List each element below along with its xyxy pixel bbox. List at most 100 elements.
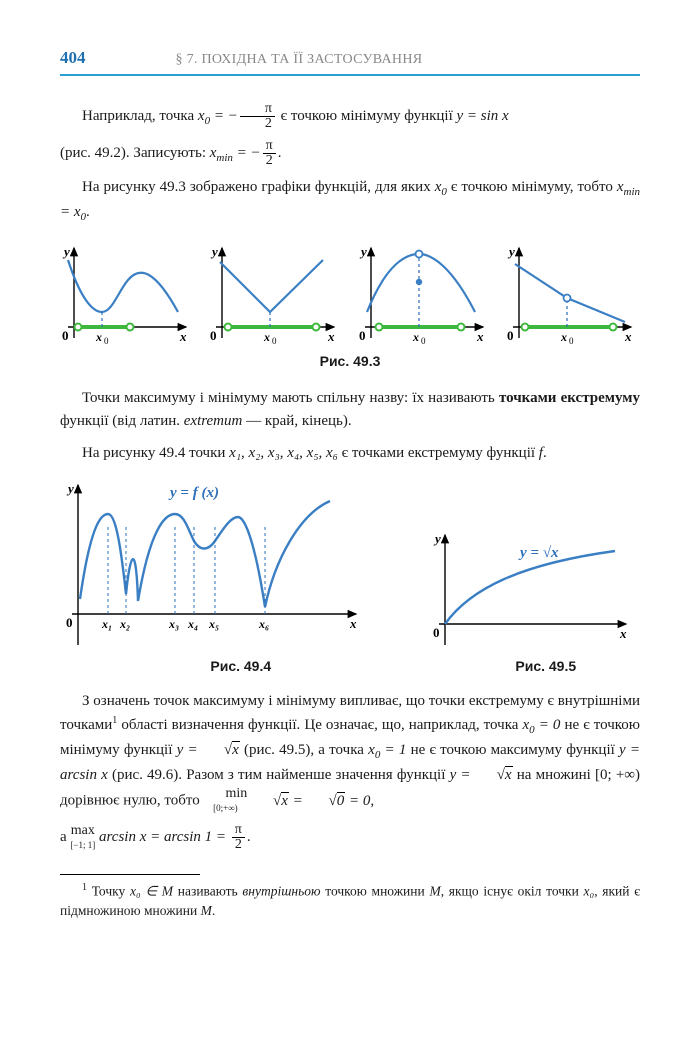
math-min: min[0;+∞) xyxy=(203,787,247,815)
svg-text:y = √x: y = √x xyxy=(518,545,559,561)
svg-text:y: y xyxy=(62,244,70,259)
paragraph-6: а max[−1; 1] arcsin x = arcsin 1 = π2. xyxy=(60,823,640,852)
term: внутрішньою xyxy=(242,884,320,899)
svg-text:y: y xyxy=(66,481,74,496)
latin: extremum xyxy=(184,413,243,429)
frac-pi-2c: π2 xyxy=(232,823,245,852)
text: (рис. 49.5), а точка xyxy=(240,742,368,758)
text: Точку xyxy=(87,884,130,899)
math-sinx: y = sin x xyxy=(457,108,509,124)
math-x0-eq: x0 = − xyxy=(198,108,238,124)
text: — край, кінець). xyxy=(242,413,351,429)
svg-text:x: x xyxy=(412,330,419,344)
paragraph-5: З означень точок максимуму і мінімуму ви… xyxy=(60,690,640,816)
svg-text:0: 0 xyxy=(62,328,69,343)
svg-text:x: x xyxy=(95,330,102,344)
text: На рисунку 49.3 зображено графіки функці… xyxy=(82,179,435,195)
text: називають xyxy=(173,884,242,899)
svg-text:0: 0 xyxy=(421,336,426,346)
svg-text:0: 0 xyxy=(569,336,574,346)
text: точкою множини xyxy=(321,884,430,899)
math: x0 = 0 xyxy=(522,717,560,733)
svg-text:x: x xyxy=(619,626,627,641)
math-xlist: x₁, x₂, x₃, x₄, x₅, x₆ xyxy=(229,445,338,461)
chart-49-3d: yx0x0 xyxy=(505,242,640,347)
paragraph-1: Наприклад, точка x0 = −π2 є точкою мінім… xyxy=(60,102,640,131)
text: (рис. 49.6). Разом з тим найменше значен… xyxy=(108,767,450,783)
footnote: 1 Точку x₀ ∈ M називають внутрішньою точ… xyxy=(60,881,640,920)
dot: . xyxy=(247,829,251,845)
text: Точки максимуму і мінімуму мають спільну… xyxy=(82,390,499,406)
math: x₀ xyxy=(584,884,595,899)
svg-text:0: 0 xyxy=(272,336,277,346)
math: x0 = 1 xyxy=(368,742,406,758)
math-f: f xyxy=(539,445,543,461)
text: (рис. 49.2). Записують: xyxy=(60,145,210,161)
math-x0: x0 xyxy=(435,179,447,195)
section-title: § 7. ПОХІДНА ТА ЇЇ ЗАСТОСУВАННЯ xyxy=(176,52,423,68)
svg-text:y: y xyxy=(433,531,441,546)
text: області визначення функції. Це означає, … xyxy=(117,717,522,733)
caption-49-4: Рис. 49.4 xyxy=(90,658,392,674)
svg-text:x: x xyxy=(349,616,357,631)
math-min-val: x = 0 = 0, xyxy=(251,793,374,809)
math: x₀ ∈ M xyxy=(130,884,173,899)
math-sqrtx2: y = x xyxy=(450,767,513,783)
page-header: 404 § 7. ПОХІДНА ТА ЇЇ ЗАСТОСУВАННЯ xyxy=(60,48,640,68)
svg-text:x₁: x₁ xyxy=(101,617,112,631)
math-sqrtx: y = x xyxy=(177,742,240,758)
paragraph-3: Точки максимуму і мінімуму мають спільну… xyxy=(60,387,640,434)
svg-text:0: 0 xyxy=(433,625,440,640)
svg-text:x: x xyxy=(624,329,632,344)
text: не є точкою максимуму функції xyxy=(406,742,619,758)
chart-49-3c: yx0x0 xyxy=(357,242,492,347)
svg-text:x₃: x₃ xyxy=(168,617,179,631)
text: є точками екстремуму функції xyxy=(342,445,539,461)
figure-49-3-row: yx0x0 yx0x0 yx0x0 yx0x0 xyxy=(60,242,640,347)
paragraph-1b: (рис. 49.2). Записують: xmin = −π2. xyxy=(60,139,640,168)
chart-49-5: y x 0 y = √x xyxy=(420,529,640,654)
term-extremum: точками екстремуму xyxy=(499,390,640,406)
svg-text:0: 0 xyxy=(210,328,217,343)
svg-text:0: 0 xyxy=(359,328,366,343)
svg-text:0: 0 xyxy=(66,615,73,630)
svg-text:y: y xyxy=(359,244,367,259)
figure-row-2: y x 0 y = f (x) x₁ x₂ x₃ x₄ x₅ x₆ y x 0 y = √x xyxy=(60,479,640,654)
svg-text:x₆: x₆ xyxy=(258,617,269,631)
svg-text:x: x xyxy=(476,329,484,344)
svg-text:x: x xyxy=(327,329,335,344)
caption-49-5: Рис. 49.5 xyxy=(452,658,640,674)
svg-text:x₅: x₅ xyxy=(208,617,219,631)
chart-49-3b: yx0x0 xyxy=(208,242,343,347)
svg-text:x: x xyxy=(263,330,270,344)
text: функції (від латин. xyxy=(60,413,184,429)
svg-text:y: y xyxy=(210,244,218,259)
math-xmin: xmin = − xyxy=(210,145,261,161)
svg-text:x: x xyxy=(179,329,187,344)
svg-text:y = f (x): y = f (x) xyxy=(168,485,219,501)
math: M xyxy=(429,884,440,899)
text: На рисунку 49.4 точки xyxy=(82,445,229,461)
text: Наприклад, точка xyxy=(82,108,198,124)
text: , якщо існує окіл точки xyxy=(441,884,584,899)
caption-49-3: Рис. 49.3 xyxy=(60,353,640,369)
text: а xyxy=(60,829,70,845)
svg-text:x: x xyxy=(560,330,567,344)
caption-row-2: Рис. 49.4 Рис. 49.5 xyxy=(60,658,640,674)
text: є точкою мінімуму функції xyxy=(281,108,457,124)
paragraph-4: На рисунку 49.4 точки x₁, x₂, x₃, x₄, x₅… xyxy=(60,442,640,465)
svg-text:0: 0 xyxy=(507,328,514,343)
footnote-rule xyxy=(60,874,200,875)
math-max-val: arcsin x = arcsin 1 = xyxy=(99,829,230,845)
svg-text:x₂: x₂ xyxy=(119,617,130,631)
chart-49-3a: yx0x0 xyxy=(60,242,195,347)
page-number: 404 xyxy=(60,48,86,68)
frac-pi-2: π2 xyxy=(240,102,275,131)
paragraph-2: На рисунку 49.3 зображено графіки функці… xyxy=(60,176,640,226)
svg-text:y: y xyxy=(507,244,515,259)
frac-pi-2b: π2 xyxy=(263,139,276,168)
svg-text:x₄: x₄ xyxy=(187,617,198,631)
svg-text:0: 0 xyxy=(104,336,109,346)
header-rule xyxy=(60,74,640,76)
text: є точкою мінімуму, тобто xyxy=(451,179,617,195)
